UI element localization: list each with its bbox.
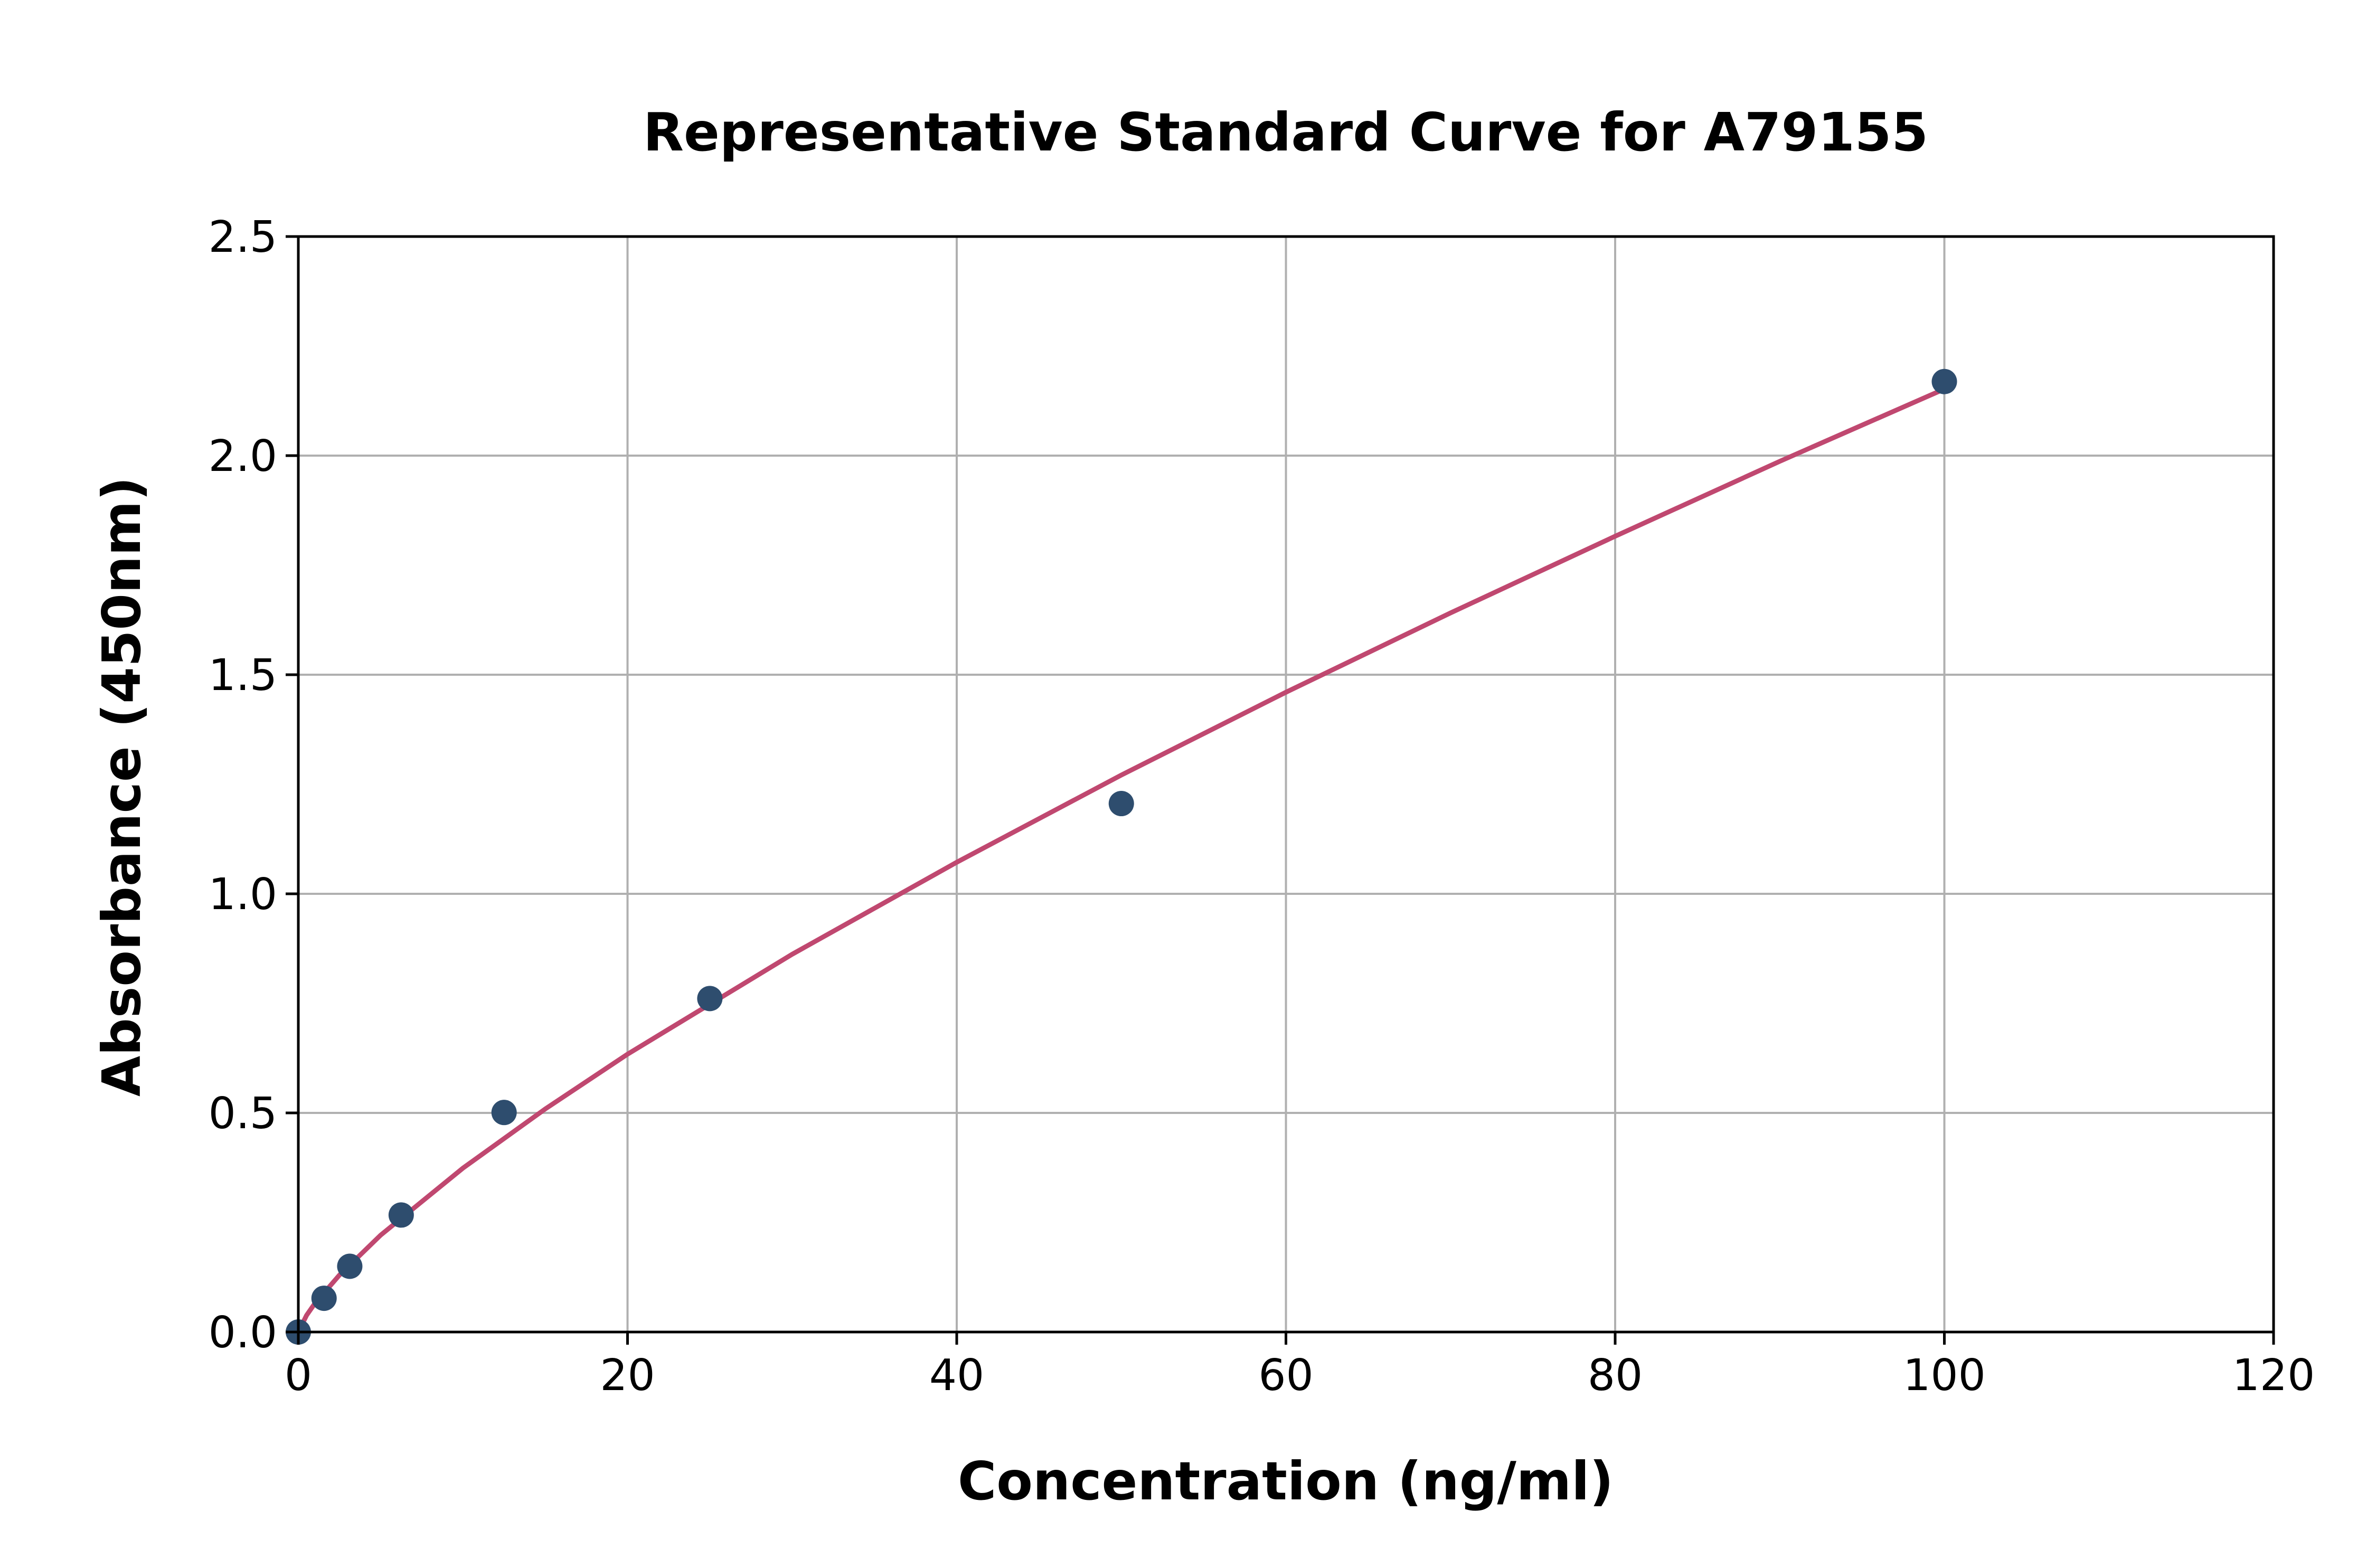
x-tick-label: 100: [1903, 1350, 1986, 1401]
y-tick-label: 0.5: [209, 1089, 277, 1139]
x-tick-label: 20: [600, 1350, 655, 1401]
fit-curve-layer: [296, 386, 1946, 1333]
x-tick-label: 40: [929, 1350, 984, 1401]
data-point: [311, 1286, 337, 1311]
chart-title: Representative Standard Curve for A79155: [643, 101, 1928, 163]
data-point: [491, 1100, 517, 1126]
x-axis-ticks: 0 20 40 60 80 100 120: [285, 1332, 2315, 1401]
data-point: [697, 986, 723, 1012]
x-axis-label: Concentration (ng/ml): [958, 1450, 1614, 1512]
grid: [297, 235, 2275, 1333]
data-point: [1931, 369, 1957, 394]
data-points: [286, 369, 1957, 1345]
x-tick-label: 80: [1588, 1350, 1643, 1401]
x-tick-label: 60: [1258, 1350, 1313, 1401]
data-point: [388, 1202, 414, 1228]
y-tick-label: 2.5: [209, 212, 277, 262]
y-tick-label: 1.0: [209, 870, 277, 920]
y-tick-label: 2.0: [209, 431, 277, 481]
y-axis-ticks: 0.0 0.5 1.0 1.5 2.0 2.5: [209, 212, 298, 1358]
y-axis-label: Absorbance (450nm): [91, 477, 153, 1097]
x-tick-label: 0: [285, 1350, 312, 1401]
x-tick-label: 120: [2232, 1350, 2315, 1401]
data-point: [1108, 791, 1134, 817]
y-tick-label: 0.0: [209, 1308, 277, 1358]
data-point: [337, 1253, 363, 1279]
y-tick-label: 1.5: [209, 650, 277, 701]
fit-curve: [296, 386, 1946, 1333]
